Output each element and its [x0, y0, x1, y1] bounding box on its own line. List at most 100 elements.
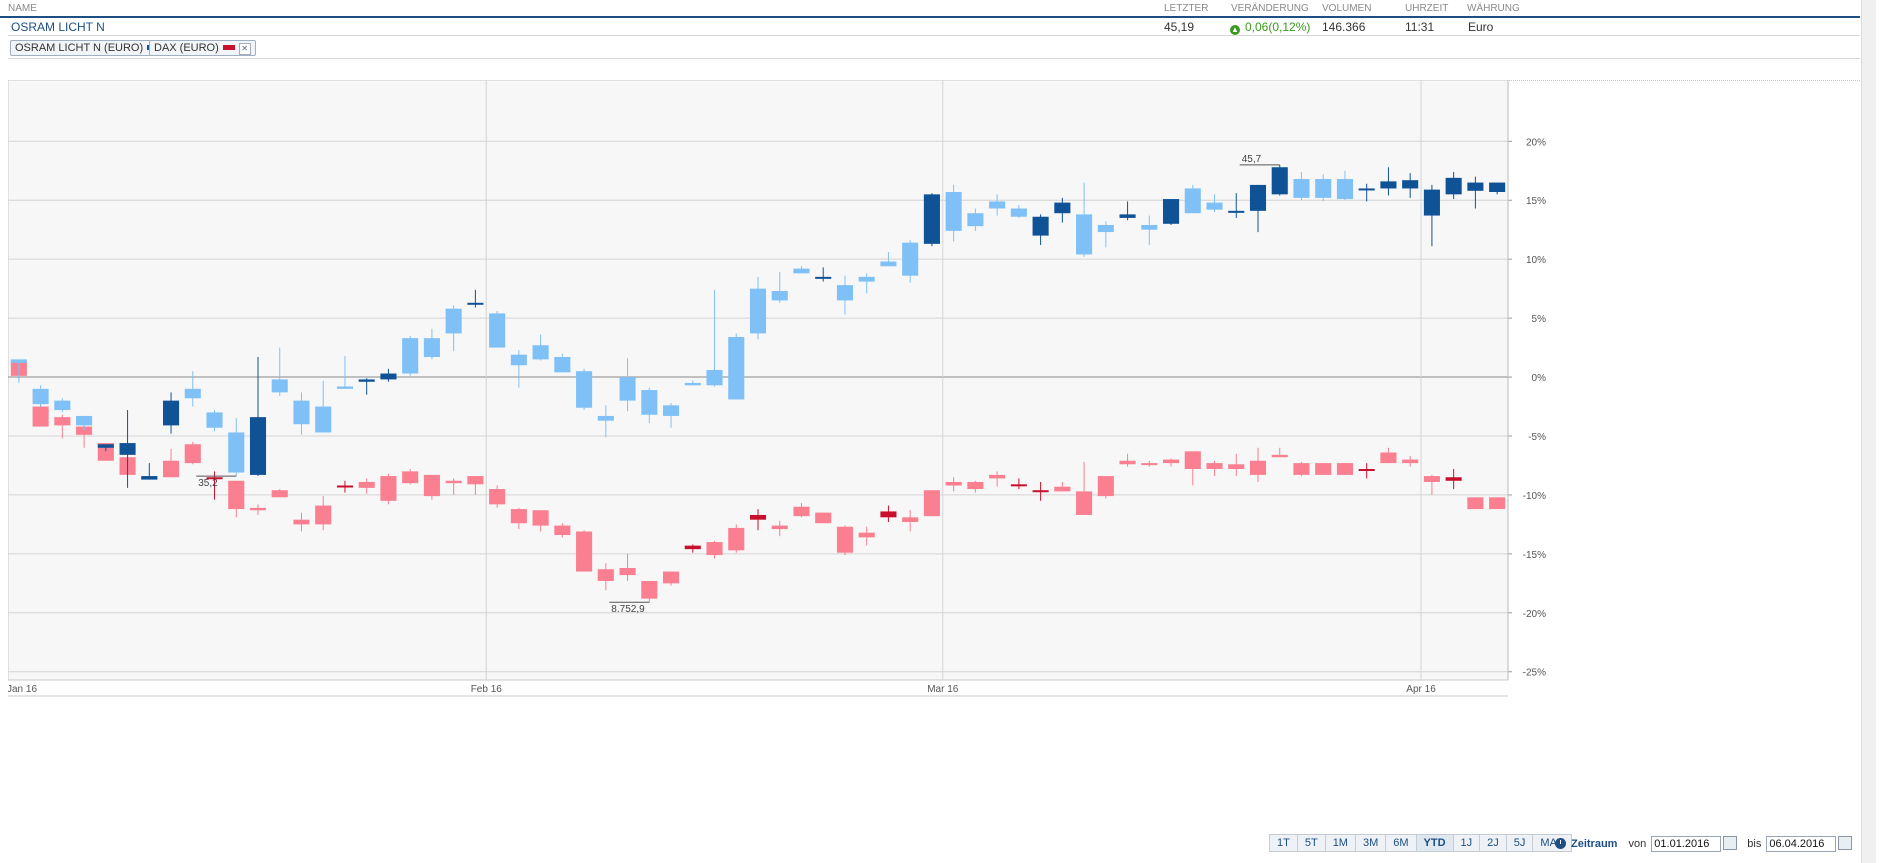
period-label: Zeitraum [1571, 838, 1618, 850]
legend-label-dax: DAX (EURO) [154, 42, 219, 54]
range-button-6m[interactable]: 6M [1385, 834, 1417, 852]
chart-svg[interactable]: 20% 15% 10% 5% 0% -5% -10% -15% -20% -25% Jan 16 Fe… [8, 80, 1860, 850]
candle-body [380, 476, 397, 501]
candle-body [1358, 468, 1375, 471]
candle-body [1249, 460, 1267, 475]
candle-body [54, 417, 71, 426]
y-tick-label: -25% [1523, 668, 1546, 679]
y-tick-label: -20% [1523, 609, 1546, 620]
candle-body [1163, 459, 1180, 464]
candle-body [989, 201, 1006, 209]
candle-body [76, 426, 93, 435]
candle-body [663, 405, 680, 416]
annotation-label: 8.752,9 [611, 604, 645, 615]
candle-body [293, 400, 310, 425]
price-change-value: 0,06(0,12%) [1245, 20, 1311, 34]
calendar-icon[interactable] [1838, 836, 1853, 850]
candle-body [532, 510, 549, 526]
legend-swatch-dax [222, 45, 235, 50]
range-button-5j[interactable]: 5J [1505, 834, 1534, 852]
candle-body [641, 580, 658, 599]
candle-body [967, 481, 984, 490]
range-button-2j[interactable]: 2J [1479, 834, 1507, 852]
candle-body [1467, 182, 1484, 191]
candle-body [1336, 463, 1353, 475]
candle-body [32, 388, 49, 405]
currency-value: Euro [1468, 20, 1494, 34]
candle-body [184, 444, 201, 464]
y-tick-label: -15% [1523, 550, 1546, 561]
candle-body [1228, 464, 1245, 469]
range-button-1m[interactable]: 1M [1324, 834, 1356, 852]
candle-body [771, 525, 788, 530]
candle-body [597, 415, 614, 421]
header-change: VERÄNDERUNG [1231, 3, 1309, 14]
candle-body [445, 308, 462, 334]
instrument-name-link[interactable]: OSRAM LICHT N [11, 20, 105, 34]
arrow-up-icon: ▲ [1230, 25, 1240, 35]
to-date-input[interactable]: 06.04.2016 [1766, 836, 1837, 852]
candle-body [554, 357, 571, 373]
candle-body [728, 336, 745, 400]
candlestick-chart[interactable]: 20% 15% 10% 5% 0% -5% -10% -15% -20% -25% Jan 16 Fe… [8, 80, 1860, 850]
candle-body [1315, 463, 1332, 475]
dax-candles [10, 361, 1506, 603]
range-button-1j[interactable]: 1J [1452, 834, 1481, 852]
candle-body [1445, 177, 1462, 195]
candle-body [315, 406, 332, 433]
quote-table-header: NAME LETZTER VERÄNDERUNG VOLUMEN UHRZEIT… [0, 0, 1860, 18]
candle-body [163, 460, 180, 478]
candle-body [1141, 463, 1158, 466]
candle-body [706, 369, 723, 386]
calendar-icon[interactable] [1723, 836, 1738, 850]
vertical-scrollbar[interactable] [1861, 0, 1876, 863]
y-tick-label: 0% [1532, 373, 1547, 384]
candle-body [358, 379, 375, 382]
range-button-1t[interactable]: 1T [1269, 834, 1298, 852]
header-volume: VOLUMEN [1322, 3, 1372, 14]
candle-body [271, 379, 288, 393]
candle-body [619, 568, 636, 576]
candle-body [1119, 460, 1136, 465]
candle-body [315, 505, 332, 525]
y-tick-label: 20% [1526, 137, 1546, 148]
legend-chip-dax[interactable]: DAX (EURO) ✕ [149, 40, 256, 56]
price-change: ▲ 0,06(0,12%) [1230, 20, 1310, 35]
range-button-5t[interactable]: 5T [1296, 834, 1326, 852]
candle-body [1032, 216, 1049, 236]
candle-body [836, 526, 853, 553]
candle-body [1076, 491, 1093, 515]
range-button-3m[interactable]: 3M [1354, 834, 1387, 852]
from-date-input[interactable]: 01.01.2016 [1651, 836, 1722, 852]
candle-body [706, 542, 723, 556]
candle-body [815, 512, 832, 524]
chart-legend: OSRAM LICHT N (EURO) ✕ DAX (EURO) ✕ [8, 38, 1860, 59]
header-name: NAME [8, 3, 37, 14]
close-icon[interactable]: ✕ [238, 43, 251, 55]
last-price: 45,19 [1164, 20, 1195, 34]
y-tick-label: 5% [1532, 314, 1547, 325]
candle-body [684, 382, 701, 386]
candle-body [423, 474, 440, 497]
candle-body [10, 359, 27, 363]
candle-body [1293, 179, 1310, 198]
candle-body [1402, 180, 1419, 189]
candle-body [249, 507, 267, 511]
candle-body [97, 444, 114, 448]
candle-body [1097, 476, 1114, 497]
candle-body [1054, 486, 1071, 492]
candle-body [336, 485, 353, 488]
annotation-label: 45,7 [1242, 154, 1262, 165]
candle-body [1010, 208, 1027, 217]
candle-body [1228, 210, 1245, 213]
quote-row[interactable]: OSRAM LICHT N 45,19 ▲ 0,06(0,12%) 146.366… [8, 17, 1860, 36]
candle-body [1249, 184, 1267, 211]
candle-body [1358, 188, 1375, 191]
candle-body [1467, 497, 1484, 510]
candle-body [1380, 181, 1397, 189]
range-button-ytd[interactable]: YTD [1415, 834, 1454, 852]
candle-body [554, 525, 571, 536]
candle-body [858, 276, 875, 282]
candle-body [1293, 463, 1310, 475]
y-tick-label: 15% [1526, 196, 1546, 207]
